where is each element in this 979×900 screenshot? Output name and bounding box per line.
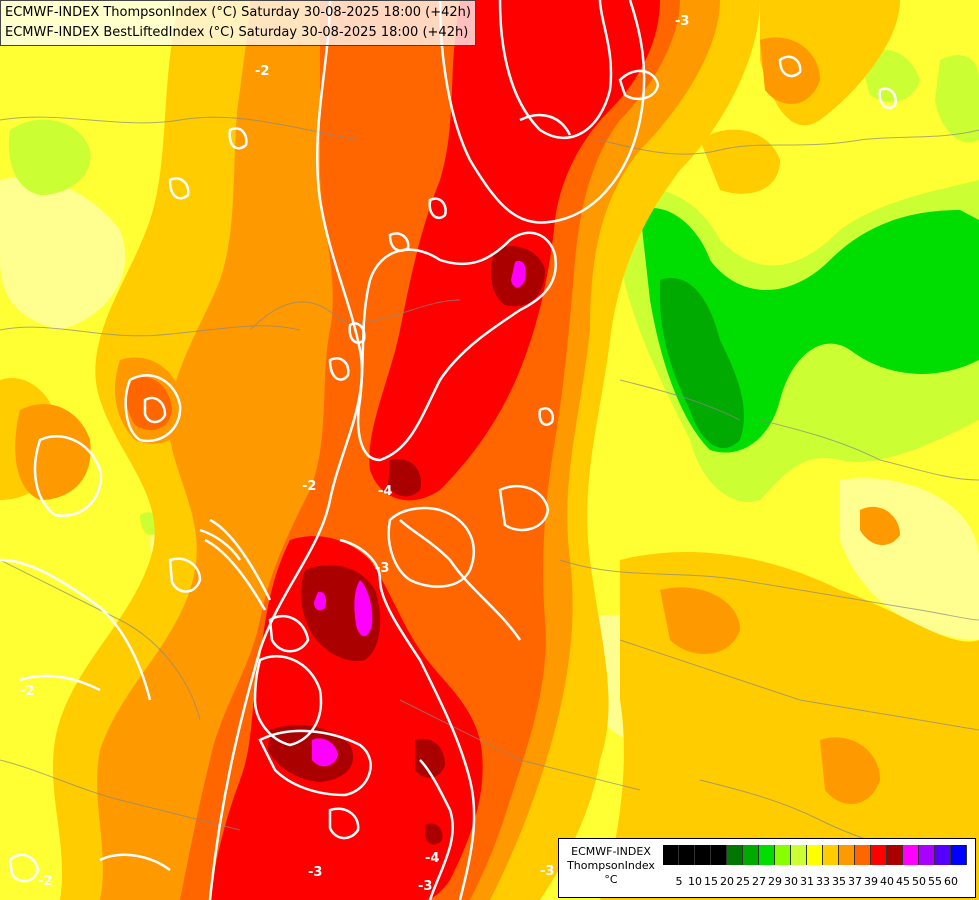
legend-swatch (919, 845, 935, 865)
legend-tick: 25 (736, 875, 750, 888)
legend-tick: 35 (832, 875, 846, 888)
legend-tick: 15 (704, 875, 718, 888)
legend-tick: 30 (784, 875, 798, 888)
contour-label: -2 (302, 479, 316, 494)
legend-tick: 20 (720, 875, 734, 888)
contour-labels: -2 -3 -4 -3 -2 -2 -3 -3 -2 -3 -4 (20, 14, 689, 894)
contour-label: -3 (540, 864, 554, 879)
legend-swatch (935, 845, 951, 865)
legend-variable: ThompsonIndex (567, 859, 655, 872)
legend-source: ECMWF-INDEX (571, 845, 651, 858)
legend-tick: 40 (880, 875, 894, 888)
legend-unit: °C (604, 873, 618, 886)
legend-swatch (711, 845, 727, 865)
legend-swatch (791, 845, 807, 865)
legend-label: ECMWF-INDEX ThompsonIndex °C (563, 845, 659, 887)
legend-swatch (839, 845, 855, 865)
legend-tick: 37 (848, 875, 862, 888)
legend-swatch (871, 845, 887, 865)
legend-swatch (903, 845, 919, 865)
contour-label: -3 (308, 865, 322, 880)
legend-tick: 60 (944, 875, 958, 888)
contour-label: -3 (418, 879, 432, 894)
title-line-thompson: ECMWF-INDEX ThompsonIndex (°C) Saturday … (5, 5, 471, 20)
legend-tick: 10 (688, 875, 702, 888)
contour-label: -4 (378, 484, 392, 499)
legend-tick: 50 (912, 875, 926, 888)
title-line-lifted: ECMWF-INDEX BestLiftedIndex (°C) Saturda… (5, 25, 469, 40)
contour-label: -4 (425, 851, 439, 866)
contour-label: -2 (20, 684, 34, 699)
legend-tick: 31 (800, 875, 814, 888)
legend-tick: 27 (752, 875, 766, 888)
legend-swatch (855, 845, 871, 865)
legend-tick: 29 (768, 875, 782, 888)
magenta-areas (312, 260, 526, 767)
contour-label: -3 (375, 561, 389, 576)
legend-swatch (695, 845, 711, 865)
legend-swatch (679, 845, 695, 865)
legend-tick: 45 (896, 875, 910, 888)
contour-label: -2 (38, 874, 52, 889)
legend-swatch (823, 845, 839, 865)
map-title: ECMWF-INDEX ThompsonIndex (°C) Saturday … (0, 0, 476, 46)
legend-tick: 33 (816, 875, 830, 888)
legend-tick: 55 (928, 875, 942, 888)
legend-swatch (743, 845, 759, 865)
legend-swatch (727, 845, 743, 865)
legend-swatch (775, 845, 791, 865)
contour-label: -3 (675, 14, 689, 29)
legend-swatch (887, 845, 903, 865)
legend-tick: 5 (675, 875, 683, 888)
legend-swatch (951, 845, 967, 865)
legend-swatch (759, 845, 775, 865)
legend-tick: 39 (864, 875, 878, 888)
legend-swatch (807, 845, 823, 865)
color-legend: ECMWF-INDEX ThompsonIndex °C 5 10 15 20 25 27… (558, 838, 976, 898)
lifted-index-contours (0, 0, 897, 900)
contour-label: -2 (255, 64, 269, 79)
legend-swatch (663, 845, 679, 865)
